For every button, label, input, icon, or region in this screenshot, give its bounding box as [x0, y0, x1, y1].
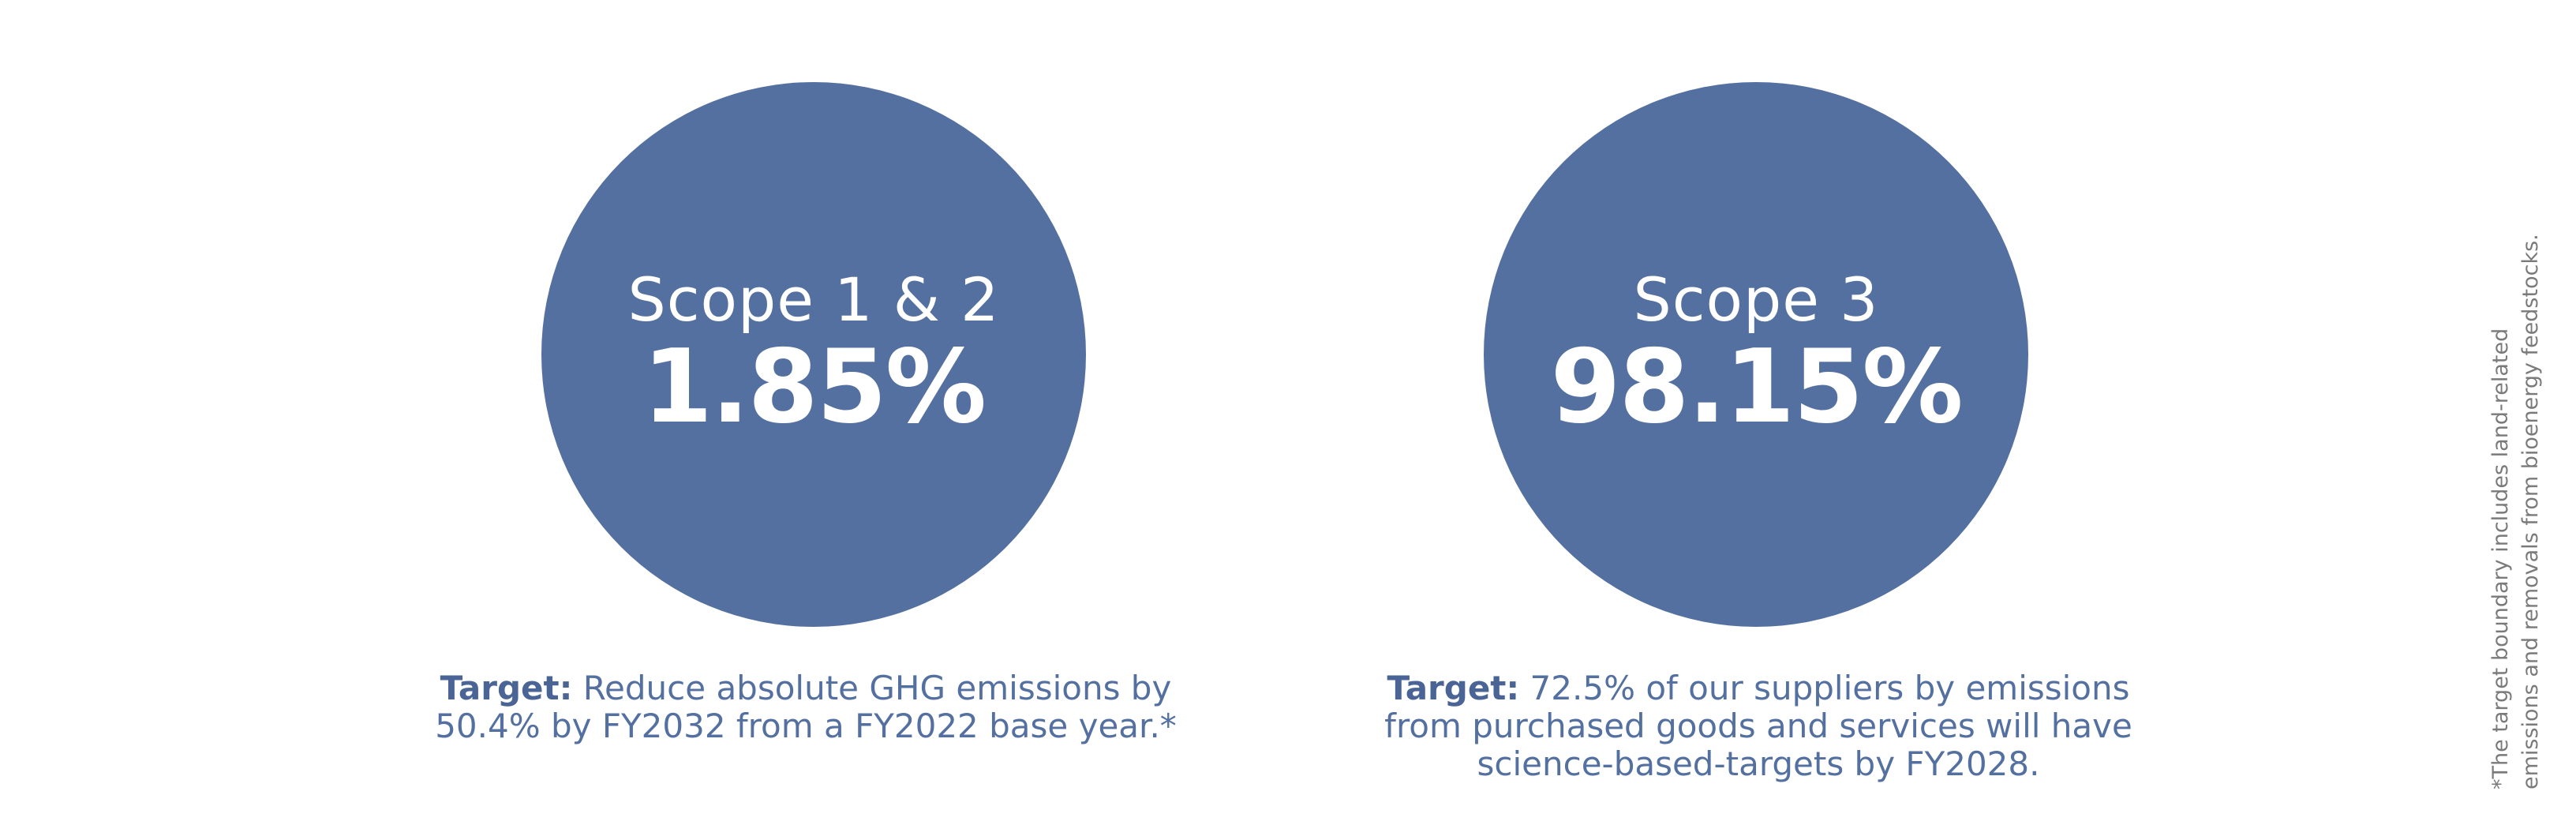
scope-3-target-line-1: Target: 72.5% of our suppliers by emissi… — [1342, 669, 2175, 707]
scope-1-2-value: 1.85% — [642, 328, 987, 446]
footnote-line-1: *The target boundary includes land-relat… — [2488, 328, 2513, 789]
scope-1-2-label: Scope 1 & 2 — [627, 264, 1000, 335]
scope-3-target-text-2: from purchased goods and services will h… — [1384, 707, 2132, 745]
scope-3-label: Scope 3 — [1633, 264, 1879, 335]
scope-1-2-target-text-2: 50.4% by FY2032 from a FY2022 base year.… — [435, 707, 1177, 745]
scope-3-circle: Scope 3 98.15% — [1484, 82, 2028, 627]
scope-3-target-key: Target: — [1387, 669, 1520, 707]
scope-3-value: 98.15% — [1550, 328, 1963, 446]
scope-1-2-circle: Scope 1 & 2 1.85% — [541, 82, 1086, 627]
scope-1-2-target: Target: Reduce absolute GHG emissions by… — [426, 669, 1185, 745]
scope-1-2-target-line-1: Target: Reduce absolute GHG emissions by — [426, 669, 1185, 707]
footnote-line-2: emissions and removals from bioenergy fe… — [2518, 234, 2543, 789]
scope-1-2-target-text-1: Reduce absolute GHG emissions by — [582, 669, 1172, 707]
scope-3-target-text-1: 72.5% of our suppliers by emissions — [1530, 669, 2130, 707]
scope-1-2-target-key: Target: — [440, 669, 573, 707]
scope-3-target-text-3: science-based-targets by FY2028. — [1477, 744, 2040, 783]
scope-3-target: Target: 72.5% of our suppliers by emissi… — [1342, 669, 2175, 783]
footnote: *The target boundary includes land-relat… — [2486, 234, 2546, 789]
